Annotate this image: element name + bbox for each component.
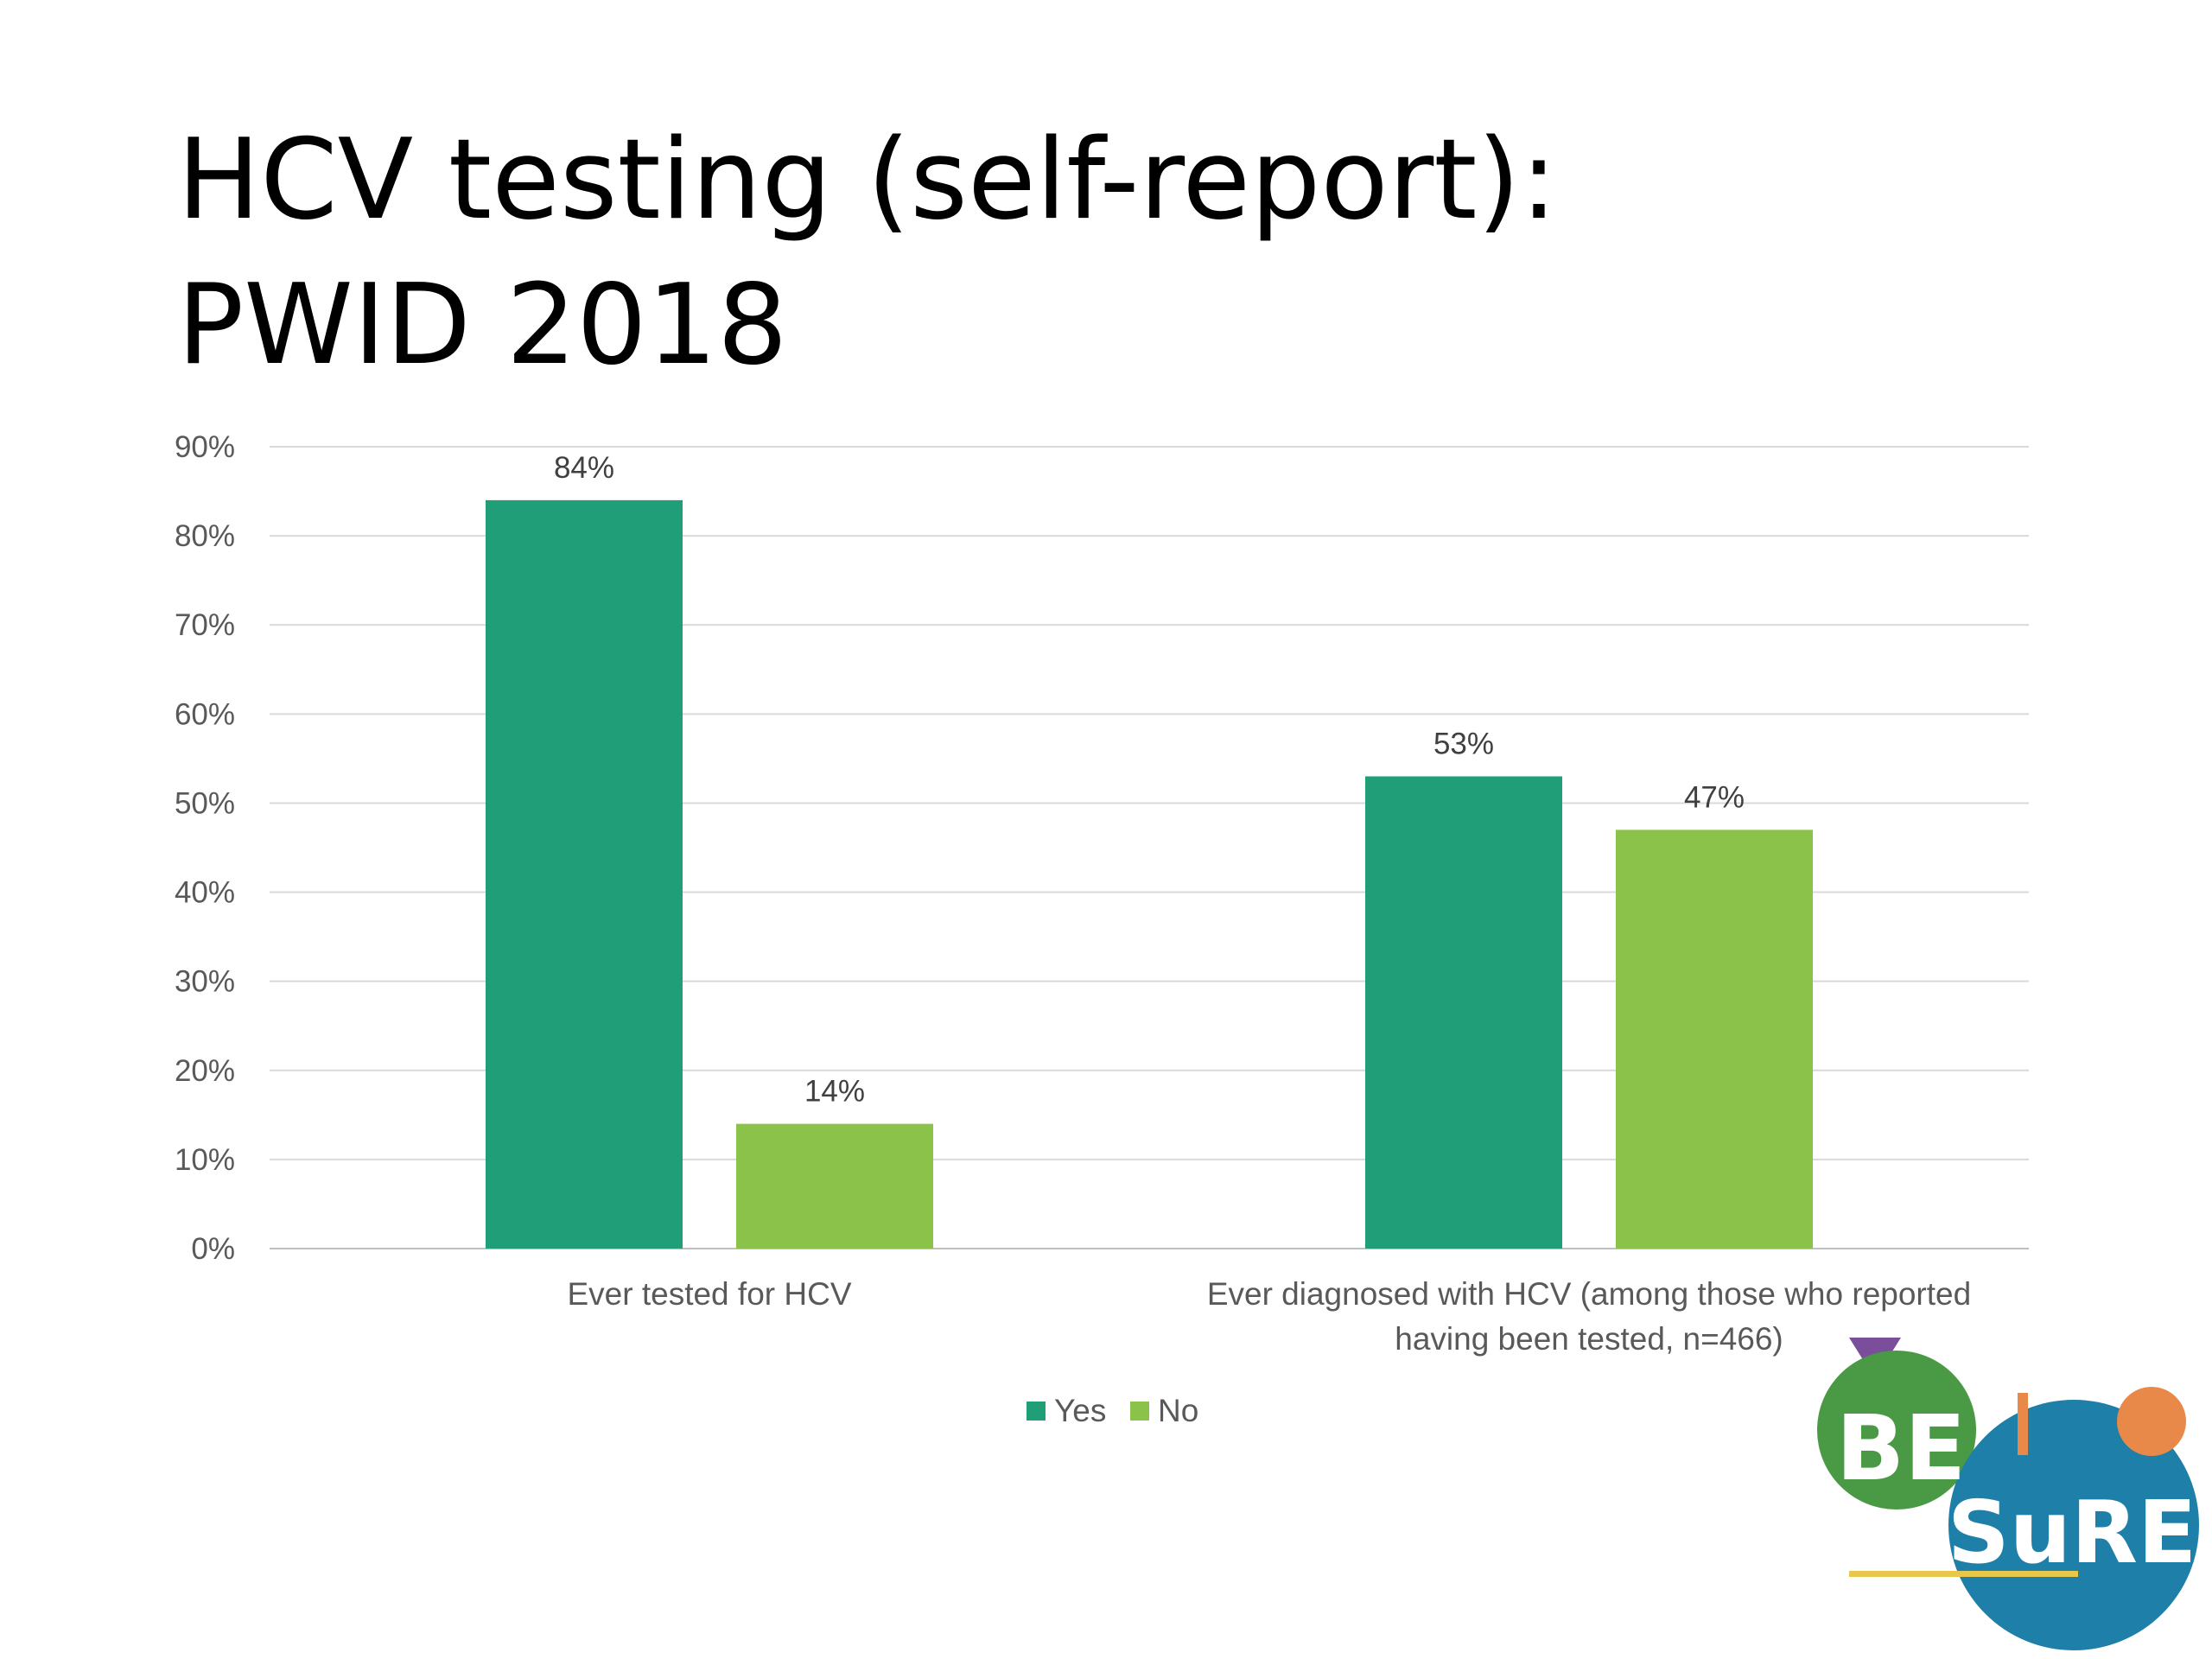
data-label: 53% <box>1433 728 1494 761</box>
logo-underline <box>1849 1571 2078 1577</box>
y-tick-label: 30% <box>175 965 235 999</box>
bar-no <box>1616 830 1813 1249</box>
logo-blue-circle <box>1948 1400 2199 1650</box>
x-category-label: Ever tested for HCV <box>567 1276 851 1312</box>
logo-green-circle <box>1817 1351 1976 1510</box>
slide-title-line-2: PWID 2018 <box>177 261 788 390</box>
y-tick-label: 90% <box>175 430 235 464</box>
y-tick-label: 50% <box>175 786 235 820</box>
x-category-label: having been tested, n=466) <box>1395 1321 1783 1357</box>
logo-text-be: BE <box>1836 1395 1966 1501</box>
logo-bar <box>2018 1393 2028 1455</box>
slide-title-line-1: HCV testing (self-report): <box>177 116 1558 245</box>
data-label: 47% <box>1684 780 1745 814</box>
slide-title: HCV testing (self-report): PWID 2018 <box>177 108 1558 398</box>
legend-swatch-yes <box>1027 1402 1046 1421</box>
legend-swatch-no <box>1130 1402 1149 1421</box>
logo-text-sure: SuRE <box>1948 1482 2197 1583</box>
logo-orange-circle <box>2117 1387 2186 1456</box>
y-tick-label: 70% <box>175 608 235 642</box>
y-tick-label: 80% <box>175 519 235 553</box>
bar-no <box>736 1123 933 1249</box>
y-tick-label: 10% <box>175 1143 235 1177</box>
y-tick-label: 20% <box>175 1054 235 1088</box>
legend-label-yes: Yes <box>1054 1393 1106 1428</box>
y-tick-label: 60% <box>175 697 235 731</box>
data-label: 14% <box>804 1075 865 1109</box>
bar-yes <box>486 499 683 1249</box>
x-category-label: Ever diagnosed with HCV (among those who… <box>1207 1276 1971 1312</box>
bar-yes <box>1365 776 1562 1249</box>
y-tick-label: 40% <box>175 876 235 910</box>
y-tick-label: 0% <box>191 1232 235 1266</box>
legend-label-no: No <box>1158 1393 1198 1428</box>
data-label: 84% <box>554 451 614 485</box>
